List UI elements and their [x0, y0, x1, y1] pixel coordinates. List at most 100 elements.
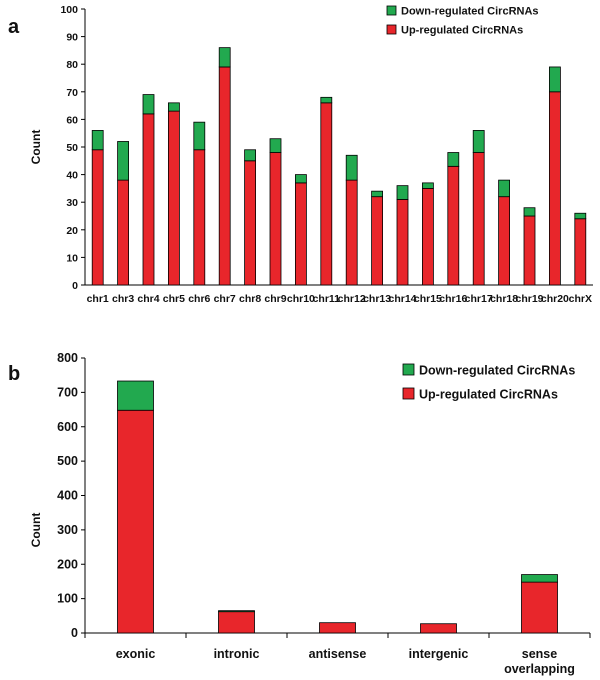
bar-up-antisense [319, 622, 356, 634]
bar-down-chr14 [396, 185, 409, 200]
x-tick-label: chr19 [515, 293, 543, 305]
bar-up-chr18 [498, 196, 511, 286]
bar-down-sense-overlapping [521, 574, 558, 583]
y-axis-title: Count [29, 513, 43, 548]
bar-up-chr14 [396, 199, 409, 286]
bar-up-sense-overlapping [521, 581, 558, 634]
x-tick-label: chr17 [465, 293, 493, 305]
bar-up-chr5 [167, 110, 180, 286]
bar-up-chr19 [523, 215, 536, 286]
x-tick-label: chr11 [313, 293, 341, 305]
y-tick-label: 700 [57, 385, 78, 399]
x-tick-label: chr6 [188, 293, 210, 305]
bar-down-chr6 [193, 121, 206, 151]
x-tick-label: intergenic [409, 647, 469, 661]
bar-up-chr7 [218, 66, 231, 286]
y-tick-label: 200 [57, 557, 78, 571]
bar-down-chr20 [549, 66, 561, 93]
legend-label: Up-regulated CircRNAs [401, 25, 523, 37]
x-tick-label: chr1 [87, 293, 109, 305]
bar-down-chr11 [320, 96, 333, 104]
x-tick-label: chr8 [239, 293, 261, 305]
y-tick-label: 30 [66, 197, 78, 209]
legend-label: Down-regulated CircRNAs [419, 364, 575, 378]
bar-down-chr5 [167, 102, 180, 112]
bar-down-chr12 [345, 154, 358, 181]
legend-swatch [386, 24, 397, 35]
y-tick-label: 70 [66, 87, 78, 99]
x-tick-label: antisense [309, 647, 367, 661]
bar-down-chr17 [472, 130, 485, 153]
y-tick-label: 80 [66, 59, 78, 71]
bar-down-chr7 [218, 47, 231, 68]
y-tick-label: 400 [57, 489, 78, 503]
y-tick-label: 60 [66, 114, 78, 126]
x-tick-label: chr16 [439, 293, 467, 305]
y-tick-label: 0 [71, 626, 78, 640]
bar-down-chr16 [447, 152, 460, 167]
x-tick-label: chr12 [338, 293, 366, 305]
y-tick-label: 90 [66, 32, 78, 44]
chart-panel-a: a 0 10 20 30 40 50 60 70 80 90 100 Count chr1 chr3 chr4… [8, 4, 593, 305]
bar-up-chr1 [91, 149, 104, 286]
legend-swatch [386, 5, 397, 16]
y-tick-label: 10 [66, 252, 78, 264]
bar-down-chr13 [371, 190, 384, 198]
x-tick-label: chr3 [112, 293, 134, 305]
bar-up-exonic [117, 409, 154, 634]
legend: Down-regulated CircRNAs Up-regulated Circ… [402, 363, 575, 402]
y-tick-label: 50 [66, 142, 78, 154]
bar-up-chr11 [320, 102, 333, 286]
y-tick-label: 100 [60, 4, 78, 16]
legend-label: Down-regulated CircRNAs [401, 6, 539, 18]
bar-up-chr6 [193, 149, 206, 286]
x-tick-label: chr18 [490, 293, 518, 305]
y-tick-label: 0 [72, 280, 78, 292]
x-tick-label: exonic [116, 647, 156, 661]
y-tick-label: 300 [57, 523, 78, 537]
bar-down-intronic [218, 610, 255, 613]
bar-up-chr17 [472, 152, 485, 286]
x-tick-label: chrX [569, 293, 592, 305]
bar-down-chr3 [117, 141, 129, 181]
x-tick-label: chr4 [137, 293, 159, 305]
bar-up-chr15 [421, 187, 434, 286]
panel-label-a: a [8, 16, 20, 38]
legend-swatch [402, 363, 415, 376]
bar-up-chrX [574, 218, 587, 286]
bar-down-chr9 [269, 138, 282, 153]
bar-up-chr13 [371, 196, 384, 286]
bar-up-chr16 [447, 165, 460, 286]
bar-down-chr8 [244, 149, 257, 162]
x-tick-label: chr9 [264, 293, 286, 305]
chart-panel-b: b 0 100 200 300 400 500 600 700 800 Count exonic int… [8, 351, 591, 676]
panel-label-b: b [8, 363, 20, 385]
x-tick-label: chr10 [287, 293, 315, 305]
x-tick-label: chr20 [541, 293, 569, 305]
x-tick-label: overlapping [504, 662, 575, 676]
bar-down-chr4 [142, 94, 155, 115]
x-tick-label: chr5 [163, 293, 185, 305]
x-tick-label: chr7 [214, 293, 236, 305]
y-tick-label: 20 [66, 225, 78, 237]
bar-up-chr3 [117, 179, 129, 286]
bar-up-chr9 [269, 152, 282, 286]
bar-down-exonic [117, 380, 154, 411]
bar-down-chr19 [523, 207, 536, 217]
legend-label: Up-regulated CircRNAs [419, 388, 558, 402]
bar-up-intergenic [420, 623, 457, 634]
bar-up-chr12 [345, 179, 358, 286]
bar-down-chrX [574, 212, 587, 220]
bar-down-chr10 [294, 174, 307, 184]
bar-up-intronic [218, 611, 255, 634]
bar-up-chr10 [294, 182, 307, 286]
legend-swatch [402, 387, 415, 400]
x-tick-label: intronic [214, 647, 260, 661]
y-tick-label: 600 [57, 420, 78, 434]
y-tick-label: 500 [57, 454, 78, 468]
bar-up-chr8 [244, 160, 257, 286]
x-tick-label: chr14 [388, 293, 416, 305]
y-tick-label: 40 [66, 170, 78, 182]
x-tick-label: sense [522, 647, 557, 661]
